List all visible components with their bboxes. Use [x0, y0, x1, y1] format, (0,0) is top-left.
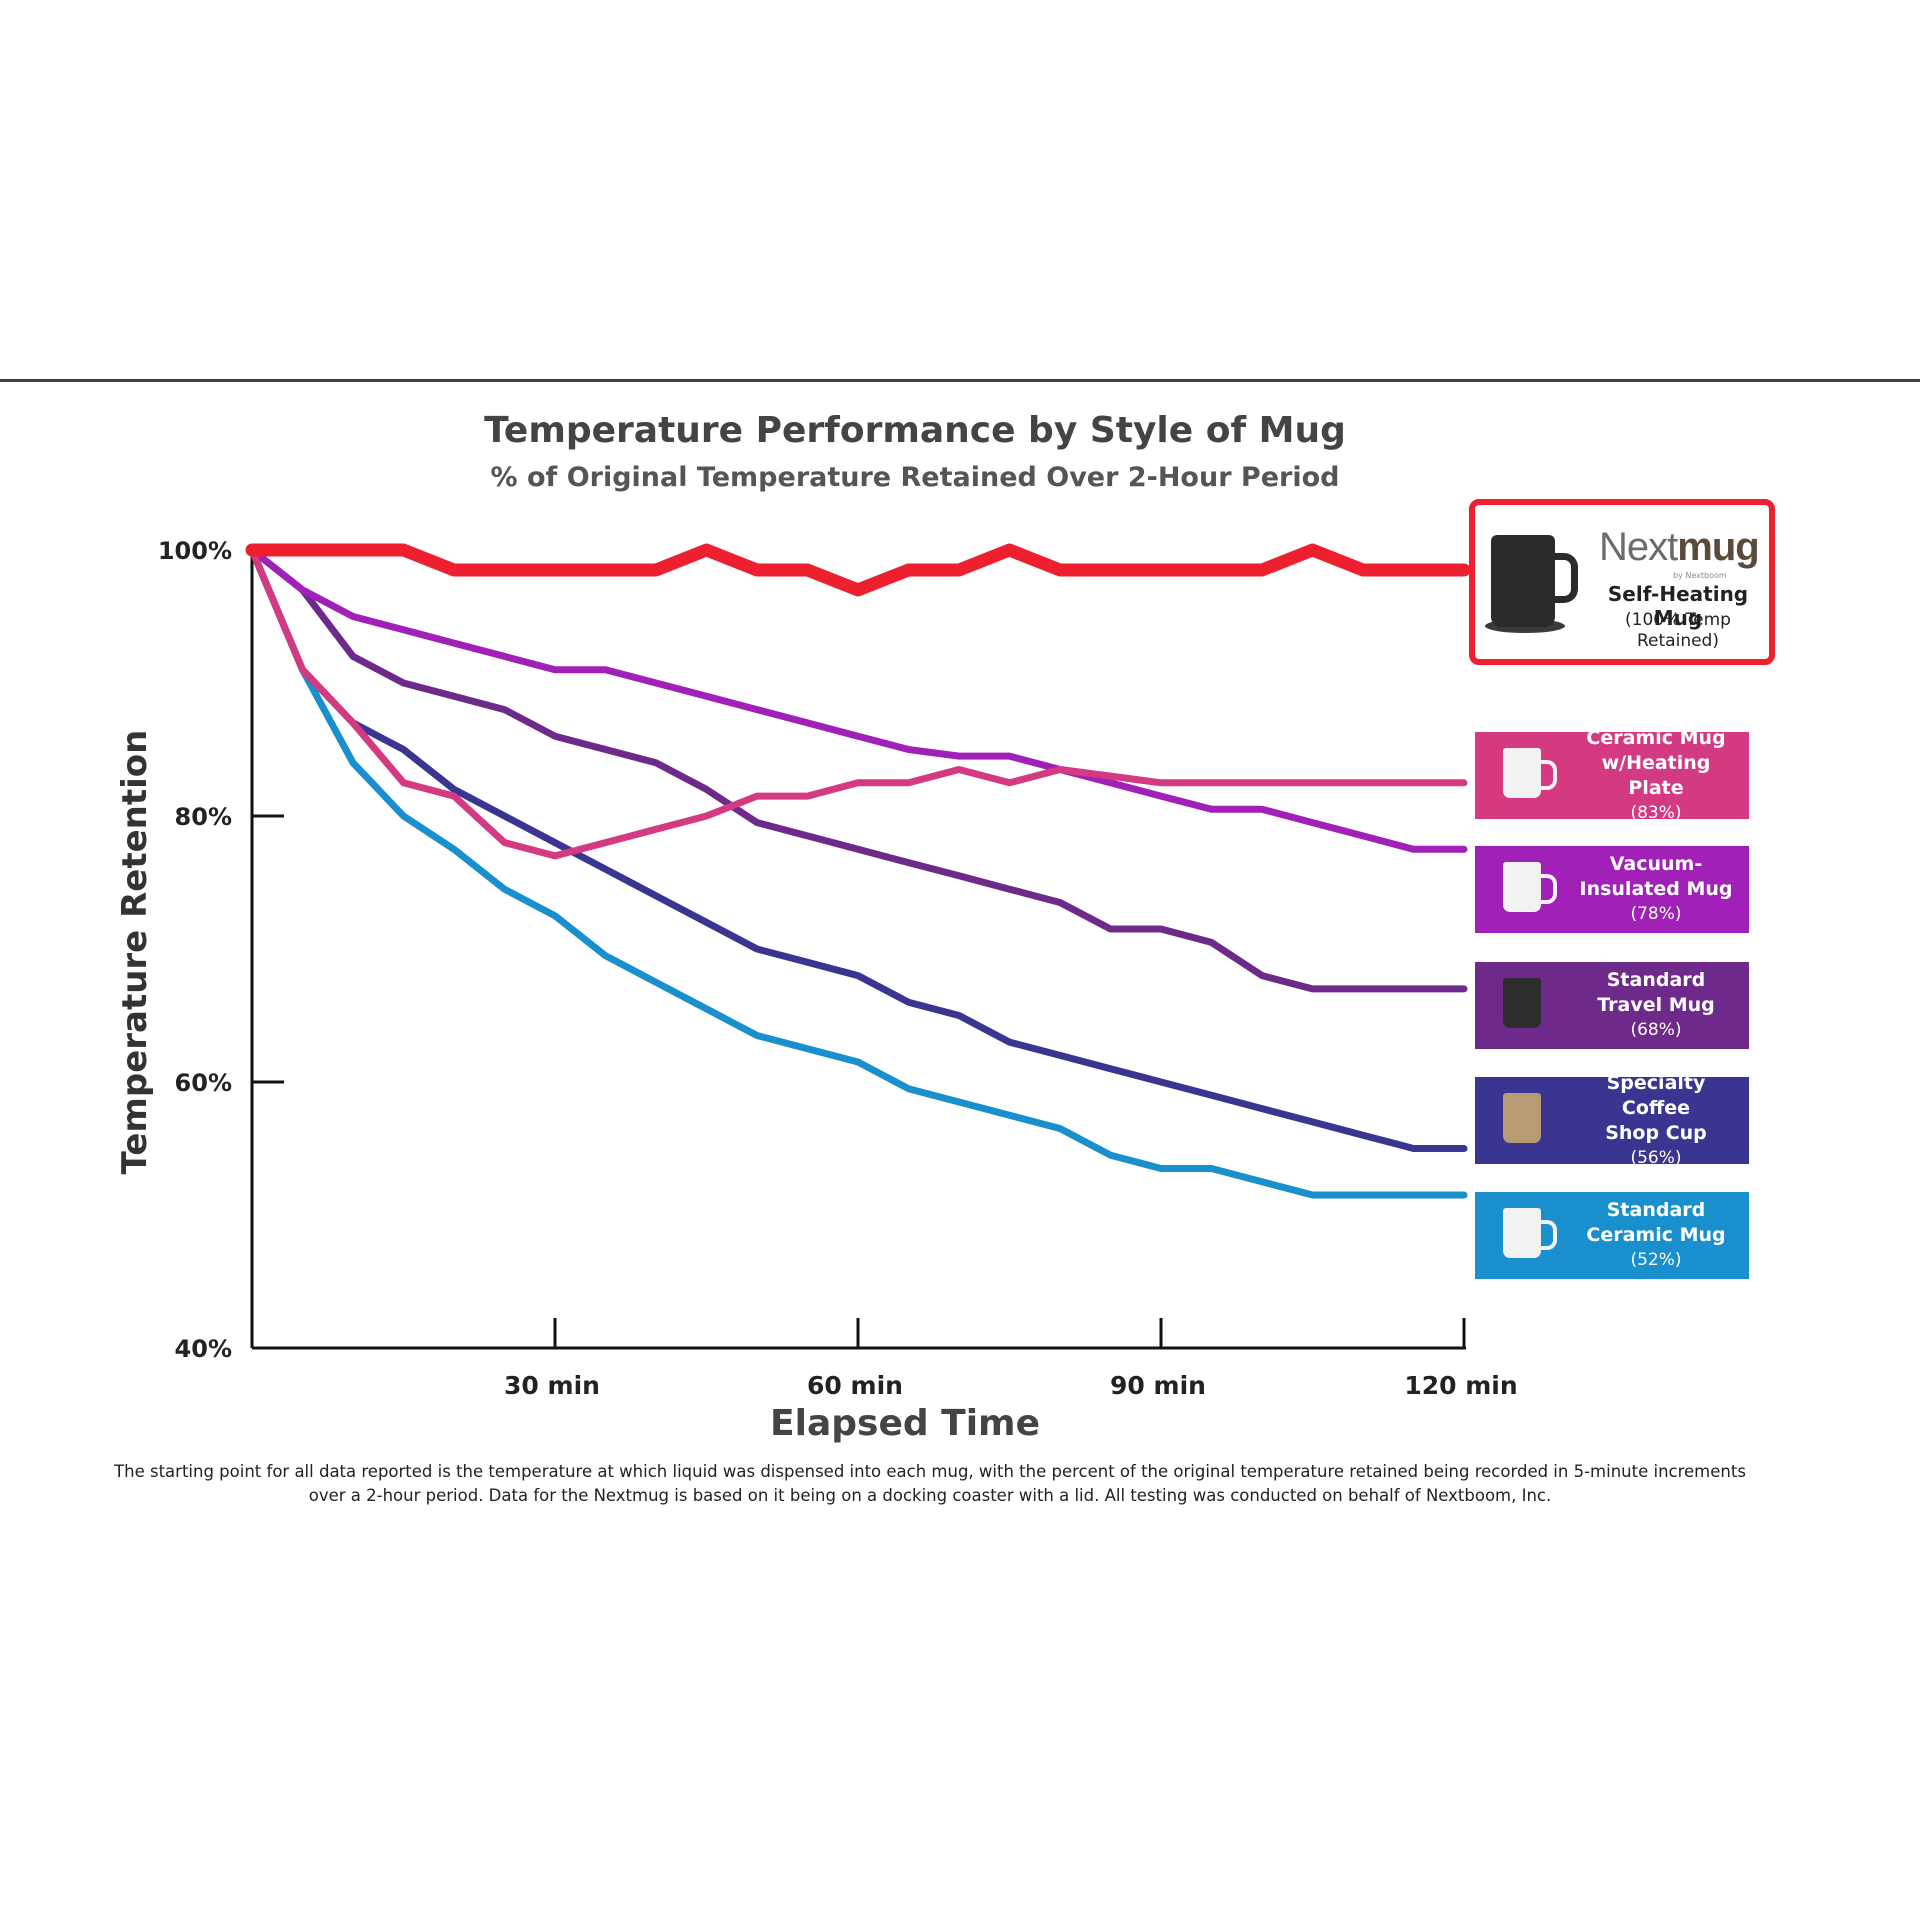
series-line-ceramic-mug-w-heating-plate: [248, 546, 1468, 860]
legend-line2: Shop Cup: [1605, 1121, 1707, 1144]
legend-card: Standard Ceramic Mug (52%): [1475, 1192, 1749, 1279]
legend-line2: w/Heating Plate: [1601, 751, 1711, 799]
x-axis-label: Elapsed Time: [770, 1403, 1040, 1444]
legend-pct: (52%): [1630, 1250, 1682, 1270]
legend-card: Specialty Coffee Shop Cup (56%): [1475, 1072, 1749, 1168]
legend-pct: (56%): [1630, 1147, 1682, 1168]
legend-pct: (100% Temp Retained): [1625, 610, 1731, 651]
mug-icon: [1475, 732, 1571, 819]
x-tick-label: 90 min: [1110, 1371, 1206, 1400]
y-tick-label: 60%: [175, 1069, 232, 1097]
footnote: The starting point for all data reported…: [114, 1462, 1746, 1505]
legend-name: Self-Heating Mug: [1607, 582, 1749, 630]
chart-subtitle: % of Original Temperature Retained Over …: [490, 462, 1340, 493]
legend-pct: (68%): [1630, 1020, 1682, 1040]
legend-card-self-heating-mug: Nextmug by Nextboom Self-Heating Mug (10…: [1469, 499, 1775, 665]
series-line-self-heating-mug: [245, 543, 1471, 597]
legend-text: Standard Ceramic Mug (52%): [1571, 1198, 1749, 1273]
legend-text: Specialty Coffee Shop Cup (56%): [1571, 1071, 1749, 1171]
top-divider: [0, 379, 1920, 382]
legend-line1: Ceramic Mug: [1586, 726, 1726, 749]
mug-icon: [1475, 1192, 1571, 1279]
chart-title: Temperature Performance by Style of Mug: [484, 410, 1346, 451]
y-tick-label: 100%: [158, 537, 232, 565]
series-line-vacuum-insulated-mug: [248, 546, 1468, 853]
mug-icon: [1475, 1077, 1571, 1164]
nextmug-logo-byline: by Nextboom: [1673, 571, 1727, 580]
legend-pct: (78%): [1630, 904, 1682, 924]
legend-line2: Ceramic Mug: [1586, 1224, 1726, 1246]
x-tick-label: 30 min: [504, 1371, 600, 1400]
y-tick-label: 80%: [175, 803, 232, 831]
legend-card: Vacuum- Insulated Mug (78%): [1475, 846, 1749, 933]
legend-text: Ceramic Mug w/Heating Plate (83%): [1571, 726, 1749, 826]
legend-line2: Travel Mug: [1597, 994, 1715, 1016]
y-axis-label: Temperature Retention: [115, 730, 155, 1175]
series-line-specialty-coffee-shop-cup: [248, 546, 1468, 1152]
x-tick-label: 60 min: [807, 1371, 903, 1400]
mug-icon: [1475, 962, 1571, 1049]
legend-card: Ceramic Mug w/Heating Plate (83%): [1475, 727, 1749, 823]
legend-text: Standard Travel Mug (68%): [1571, 968, 1749, 1043]
legend-text: Vacuum- Insulated Mug (78%): [1571, 852, 1749, 927]
series-line-standard-ceramic-mug: [248, 546, 1468, 1199]
y-tick-label: 40%: [175, 1335, 232, 1363]
x-tick-label: 120 min: [1404, 1371, 1517, 1400]
legend-line1: Standard: [1606, 969, 1706, 991]
legend-pct: (83%): [1630, 802, 1682, 823]
legend-line1: Standard: [1606, 1199, 1706, 1221]
nextmug-logo: Nextmug: [1599, 525, 1760, 569]
legend-line1: Vacuum-: [1609, 853, 1703, 875]
series-line-standard-travel-mug: [248, 546, 1468, 993]
legend-line2: Insulated Mug: [1579, 878, 1733, 900]
mug-icon: [1475, 846, 1571, 933]
legend-card: Standard Travel Mug (68%): [1475, 962, 1749, 1049]
nextmug-icon: [1485, 535, 1578, 633]
legend-line1: Specialty Coffee: [1606, 1071, 1706, 1119]
